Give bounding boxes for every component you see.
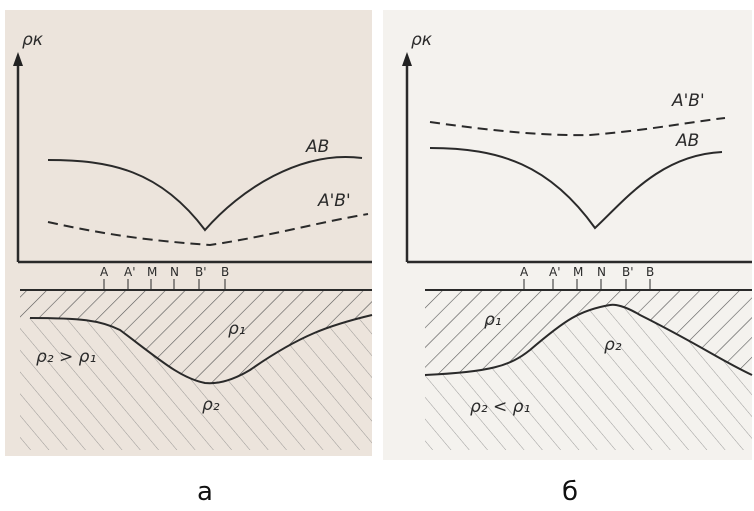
electrode-label: M — [147, 265, 157, 279]
relation-label: ρ₂ > ρ₁ — [36, 347, 96, 367]
panel-b: ρк A'B' AB A A' M N B' B ρ₁ ρ₂ ρ₂ < ρ₁ — [383, 10, 753, 460]
curve-dashed — [47, 213, 369, 247]
electrode-marks — [103, 279, 226, 289]
curve-label: AB — [305, 137, 329, 157]
curve-solid — [429, 147, 723, 230]
upper-layer — [20, 290, 372, 384]
electrode-label: M — [573, 265, 583, 279]
axis-arrow — [13, 52, 23, 66]
axis-arrow — [402, 52, 412, 66]
upper-layer — [425, 290, 752, 375]
electrode-label: N — [597, 265, 606, 279]
electrode-label: B' — [195, 265, 207, 279]
lower-layer — [425, 304, 752, 450]
electrode-label: N — [170, 265, 179, 279]
layer-label: ρ₁ — [484, 310, 502, 330]
electrode-label: B' — [622, 265, 634, 279]
caption: б — [562, 477, 578, 507]
electrode-label: A' — [124, 265, 136, 279]
curve-label: A'B' — [317, 191, 351, 211]
electrode-label: A' — [549, 265, 561, 279]
electrode-marks — [523, 279, 651, 289]
axis-label: ρк — [22, 30, 44, 50]
layer-label: ρ₂ — [604, 335, 622, 355]
layer-boundary — [29, 314, 373, 385]
layer-label: ρ₂ — [202, 395, 220, 415]
axis-label: ρк — [411, 30, 433, 50]
electrode-label: B — [221, 265, 229, 279]
electrode-label: B — [646, 265, 654, 279]
caption: а — [197, 477, 213, 507]
layer-boundary — [424, 303, 753, 376]
panel-a: ρк AB A'B' A A' M N B' B ρ₁ ρ₂ > ρ₁ ρ₂ — [5, 10, 373, 456]
electrode-label: A — [520, 265, 529, 279]
curve-solid — [47, 156, 363, 232]
layer-label: ρ₁ — [228, 319, 246, 339]
electrodes: A A' M N B' B — [100, 265, 229, 289]
curve-dashed — [429, 117, 726, 137]
relation-label: ρ₂ < ρ₁ — [470, 397, 530, 417]
electrode-label: A — [100, 265, 109, 279]
curve-label: A'B' — [671, 91, 705, 111]
curve-label: AB — [675, 131, 699, 151]
electrodes: A A' M N B' B — [520, 265, 654, 289]
